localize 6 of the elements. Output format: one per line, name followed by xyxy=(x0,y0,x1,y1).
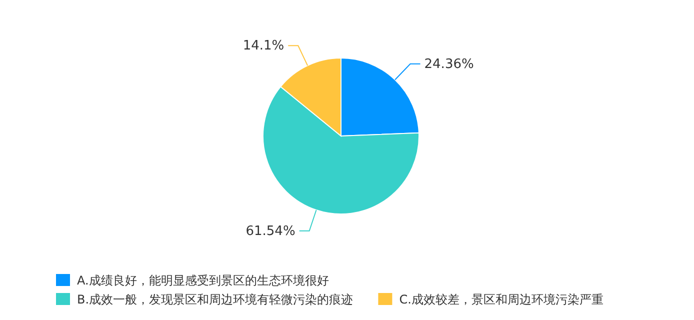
legend-label: C.成效较差，景区和周边环境污染严重 xyxy=(399,292,604,306)
data-label: 14.1% xyxy=(242,38,284,54)
data-label: 61.54% xyxy=(246,224,296,239)
legend-label: B.成效一般，发现景区和周边环境有轻微污染的痕迹 xyxy=(77,292,354,306)
data-label: 24.36% xyxy=(424,56,474,72)
legend-label: A.成绩良好，能明显感受到景区的生态环境很好 xyxy=(77,274,329,288)
